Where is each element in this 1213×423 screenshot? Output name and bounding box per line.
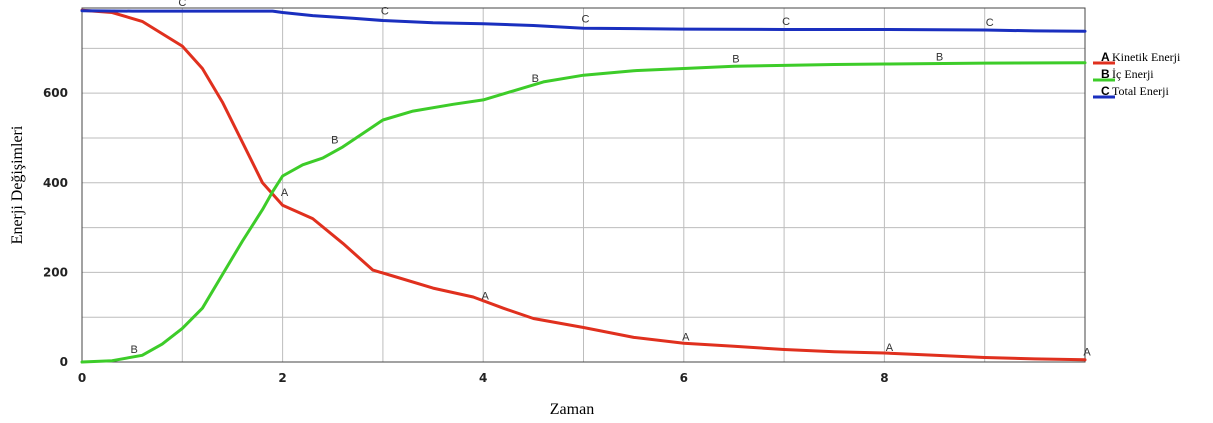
x-tick-label: 8 [880,371,888,385]
series-lines [80,8,1087,364]
series-marker-a: A [482,290,490,302]
series-marker-c: C [178,0,186,9]
y-tick-label: 0 [60,355,68,369]
legend-label-a: Kinetik Enerji [1112,50,1181,64]
y-tick-label: 200 [43,265,68,279]
series-line-a [80,8,1087,362]
series-marker-a: A [886,342,894,354]
legend-label-c: Total Enerji [1112,84,1169,98]
series-marker-a: A [281,187,289,199]
legend-letter-a: A [1101,50,1110,64]
series-line-b [80,61,1087,364]
series-markers: A A A A A B B B B B C C C C C [130,0,1091,358]
x-tick-label: 4 [479,371,487,385]
plot-border [81,7,1086,363]
x-tick-label: 0 [78,371,86,385]
y-tick-label: 600 [43,86,68,100]
series-marker-c: C [782,16,790,28]
series-marker-c: C [381,6,389,18]
series-marker-b: B [331,134,338,146]
series-marker-b: B [532,73,539,85]
legend-letter-c: C [1101,84,1110,98]
y-tick-label: 400 [43,176,68,190]
series-marker-b: B [936,51,943,63]
series-marker-a: A [682,331,690,343]
series-marker-a: A [1083,346,1091,358]
x-tick-label: 6 [680,371,688,385]
x-tick-label: 2 [278,371,286,385]
series-marker-c: C [986,17,994,29]
y-axis-title: Enerji Değişimleri [9,125,26,244]
x-axis-title: Zaman [550,401,594,418]
series-marker-c: C [582,13,590,25]
legend-label-b: İç Enerji [1112,67,1154,81]
grid [82,8,1085,362]
series-marker-b: B [732,54,739,66]
series-marker-b: B [130,344,137,356]
tick-labels: 0 2 4 6 8 0 200 400 600 [43,86,889,385]
series-line-c [80,9,1087,33]
legend-letter-b: B [1101,67,1110,81]
